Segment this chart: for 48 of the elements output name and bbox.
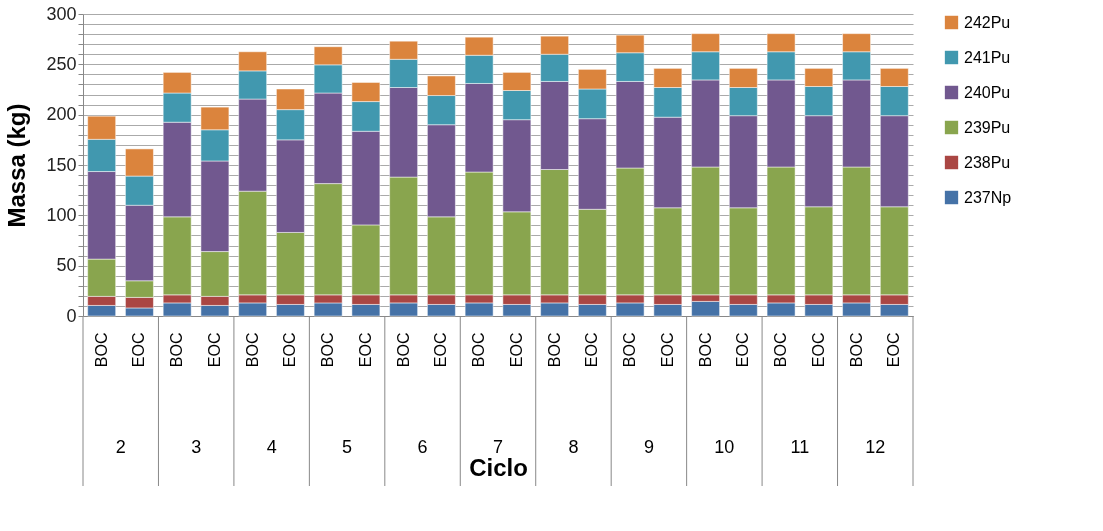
x-tick-label: BOC: [545, 332, 563, 368]
x-tick-label: EOC: [583, 332, 601, 368]
text: 7: [492, 437, 504, 457]
text: 3: [191, 437, 202, 457]
x-tick-label: EOC: [130, 332, 148, 368]
text: 12: [865, 437, 886, 457]
legend-label: 242Pu: [964, 13, 1011, 31]
y-axis-title: Massa (kg): [3, 103, 31, 228]
x-tick-label: EOC: [281, 332, 299, 368]
legend-label: 241Pu: [964, 48, 1011, 66]
x-tick-label: EOC: [507, 332, 525, 368]
text: 6: [417, 437, 428, 457]
text: 8: [568, 437, 579, 457]
y-tick-label: 0: [66, 305, 77, 326]
y-tick-label: 50: [56, 255, 77, 276]
x-tick-label: BOC: [92, 332, 110, 368]
x-tick-label: EOC: [734, 332, 752, 368]
y-tick-label: 200: [46, 104, 77, 125]
x-tick-label: EOC: [205, 332, 223, 368]
y-tick-label: 100: [46, 204, 77, 225]
x-tick-label: EOC: [356, 332, 374, 368]
text: 11: [790, 437, 810, 457]
text: 10: [714, 437, 735, 457]
x-tick-label: EOC: [885, 332, 903, 368]
legend-label: 238Pu: [964, 153, 1011, 171]
text: 5: [342, 437, 353, 457]
x-axis-title: Ciclo: [469, 454, 528, 482]
x-tick-label: BOC: [168, 332, 186, 368]
y-tick-label: 250: [46, 53, 77, 74]
legend-label: 239Pu: [964, 118, 1011, 136]
legend-label: 240Pu: [964, 83, 1011, 101]
x-tick-label: BOC: [696, 332, 714, 368]
x-tick-label: EOC: [658, 332, 676, 368]
x-tick-label: BOC: [621, 332, 639, 368]
x-tick-label: BOC: [243, 332, 261, 368]
x-tick-label: BOC: [394, 332, 412, 368]
y-tick-label: 150: [46, 154, 77, 175]
x-tick-label: EOC: [809, 332, 827, 368]
x-tick-label: BOC: [470, 332, 488, 368]
legend-label: 237Np: [964, 188, 1012, 206]
x-tick-label: BOC: [319, 332, 337, 368]
text: 4: [266, 437, 277, 457]
text: 2: [115, 437, 126, 457]
x-tick-label: EOC: [432, 332, 450, 368]
x-tick-label: BOC: [772, 332, 790, 368]
y-tick-label: 300: [46, 3, 77, 24]
x-tick-label: BOC: [847, 332, 865, 368]
text: 9: [643, 437, 654, 457]
